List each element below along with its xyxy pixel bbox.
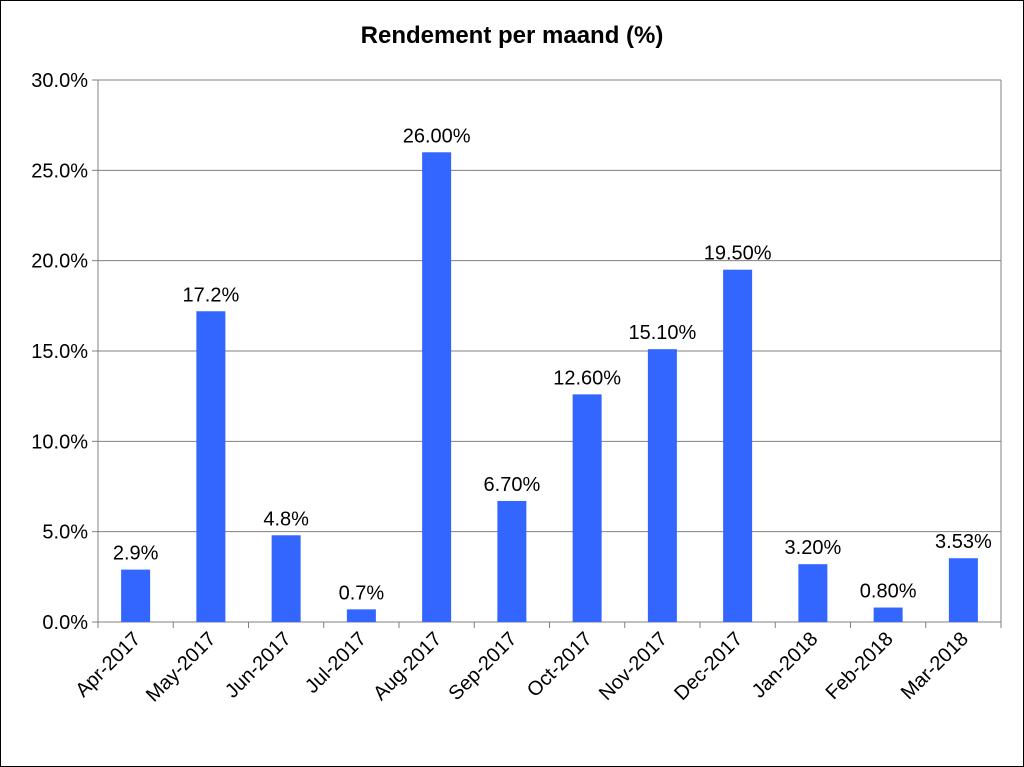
bar bbox=[121, 569, 151, 622]
data-label: 3.20% bbox=[785, 537, 842, 559]
bar bbox=[798, 564, 828, 622]
bar bbox=[948, 558, 978, 622]
data-label: 2.9% bbox=[113, 543, 159, 565]
y-tick-label: 10.0% bbox=[31, 431, 88, 453]
data-label: 19.50% bbox=[704, 243, 772, 265]
x-tick-label: Dec-2017 bbox=[670, 628, 747, 705]
x-tick-label: Mar-2018 bbox=[897, 628, 973, 704]
bar bbox=[572, 394, 602, 622]
bar bbox=[647, 349, 677, 622]
bar bbox=[196, 311, 226, 622]
x-tick-label: Jun-2017 bbox=[221, 628, 296, 703]
y-tick-label: 5.0% bbox=[42, 522, 88, 544]
x-tick-label: Sep-2017 bbox=[445, 628, 522, 705]
x-tick-label: Oct-2017 bbox=[523, 628, 597, 702]
y-tick-label: 25.0% bbox=[31, 160, 88, 182]
x-tick-label: Feb-2018 bbox=[822, 628, 898, 704]
data-label: 0.80% bbox=[860, 581, 917, 603]
bar bbox=[271, 535, 301, 622]
data-label: 6.70% bbox=[484, 474, 541, 496]
x-tick-label: Aug-2017 bbox=[369, 628, 446, 705]
y-tick-label: 30.0% bbox=[31, 70, 88, 92]
bar bbox=[497, 500, 527, 622]
y-tick-label: 20.0% bbox=[31, 251, 88, 273]
bar bbox=[723, 269, 753, 622]
x-tick-label: Jul-2017 bbox=[301, 628, 371, 698]
data-label: 3.53% bbox=[935, 531, 992, 553]
y-tick-label: 15.0% bbox=[31, 341, 88, 363]
data-label: 12.60% bbox=[553, 367, 621, 389]
data-label: 17.2% bbox=[183, 284, 240, 306]
x-tick-label: Nov-2017 bbox=[595, 628, 672, 705]
y-tick-label: 0.0% bbox=[42, 612, 88, 634]
x-tick-label: Apr-2017 bbox=[71, 628, 145, 702]
bar bbox=[346, 609, 376, 622]
x-tick-label: Jan-2018 bbox=[748, 628, 823, 703]
data-label: 0.7% bbox=[339, 582, 385, 604]
chart-title: Rendement per maand (%) bbox=[360, 22, 664, 49]
data-label: 15.10% bbox=[628, 322, 696, 344]
data-label: 4.8% bbox=[263, 508, 309, 530]
x-tick-label: May-2017 bbox=[142, 628, 220, 706]
bar bbox=[873, 607, 903, 622]
bar bbox=[422, 152, 452, 622]
data-label: 26.00% bbox=[403, 125, 471, 147]
